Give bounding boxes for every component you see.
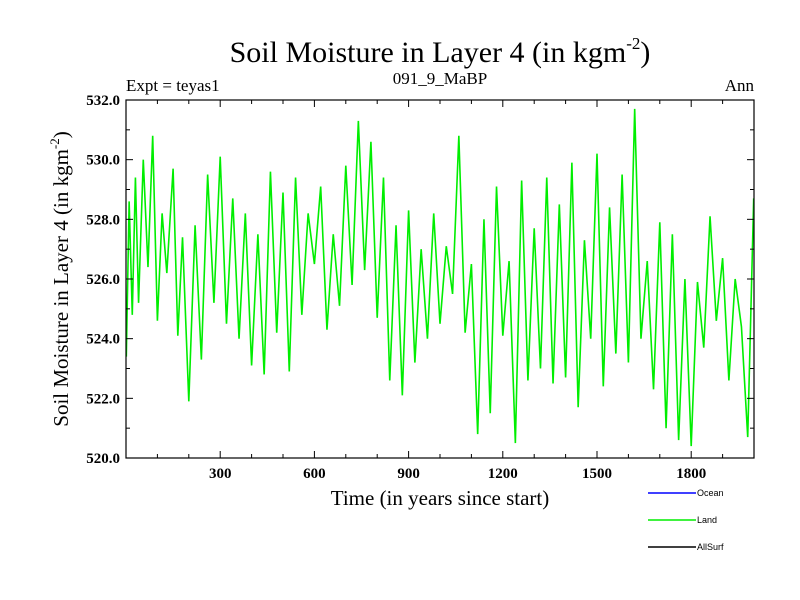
series-layer — [125, 108, 755, 447]
axis-layer: 300 600 900 1200 1500 1800 520.0 522.0 524.0 526.… — [86, 93, 754, 482]
x-tick-label: 900 — [397, 466, 420, 482]
y-tick-label: 528.0 — [86, 212, 120, 228]
x-tick-label: 1500 — [582, 466, 612, 482]
chart-title: Soil Moisture in Layer 4 (in kgm-2) — [230, 34, 651, 69]
legend-label-allsurf: AllSurf — [697, 542, 724, 552]
subtitle-season: Ann — [725, 76, 755, 95]
x-tick-label: 1800 — [676, 466, 706, 482]
legend: Ocean Land AllSurf — [648, 488, 724, 552]
y-tick-label: 522.0 — [86, 391, 120, 407]
chart-title-main: Soil Moisture in Layer 4 (in kgm — [230, 36, 627, 69]
x-axis-label: Time (in years since start) — [331, 486, 550, 510]
y-axis-label-main: Soil Moisture in Layer 4 (in kgm — [49, 149, 73, 427]
x-tick-label: 1200 — [488, 466, 518, 482]
plot-frame — [125, 99, 755, 459]
x-tick-label: 300 — [209, 466, 232, 482]
y-tick-label: 524.0 — [86, 332, 120, 348]
y-tick-label: 526.0 — [86, 272, 120, 288]
legend-label-land: Land — [697, 515, 717, 525]
y-axis-label-suffix: ) — [49, 131, 73, 138]
subtitle-period: 091_9_MaBP — [393, 69, 487, 88]
y-tick-label: 530.0 — [86, 153, 120, 169]
y-tick-label: 520.0 — [86, 451, 120, 467]
y-axis-label: Soil Moisture in Layer 4 (in kgm-2) — [47, 131, 73, 426]
series-line-land — [125, 108, 755, 447]
legend-label-ocean: Ocean — [697, 488, 724, 498]
chart-title-superscript: -2 — [626, 34, 640, 53]
subtitle-experiment: Expt = teyas1 — [126, 76, 220, 95]
y-axis-label-superscript: -2 — [47, 138, 62, 149]
x-tick-label: 600 — [303, 466, 326, 482]
chart-title-suffix: ) — [640, 36, 650, 69]
y-tick-label: 532.0 — [86, 93, 120, 109]
